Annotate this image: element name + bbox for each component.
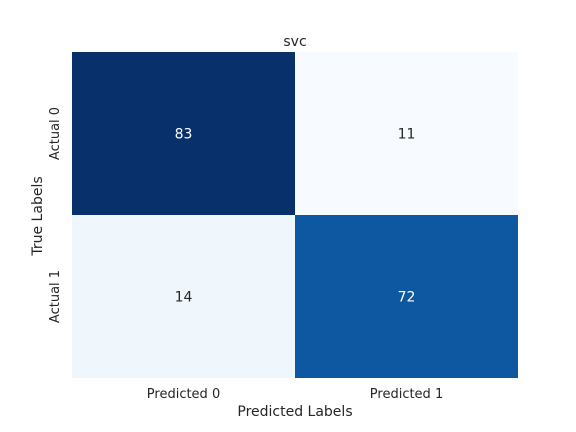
y-axis-label: True Labels — [30, 176, 46, 256]
heatmap-cell-r1-c0 — [72, 215, 295, 378]
y-tick-label-1: Actual 1 — [48, 270, 63, 323]
cell-value-r1-c0: 14 — [175, 290, 193, 306]
x-tick-label-1: Predicted 1 — [370, 387, 443, 402]
cell-value-r1-c1: 72 — [398, 290, 416, 306]
x-axis-label: Predicted Labels — [237, 404, 352, 420]
x-tick-label-0: Predicted 0 — [147, 387, 220, 402]
heatmap-cell-r1-c1 — [295, 215, 518, 378]
heatmap-cell-r0-c1 — [295, 52, 518, 215]
chart-title: svc — [283, 34, 306, 50]
cell-value-r0-c1: 11 — [398, 127, 416, 143]
tick-labels: Predicted 0 Predicted 1 Actual 0 Actual 1 — [48, 107, 443, 402]
heatmap-cell-r0-c0 — [72, 52, 295, 215]
cell-value-r0-c0: 83 — [175, 127, 193, 143]
y-tick-label-0: Actual 0 — [48, 107, 63, 160]
heatmap-cells: 83 11 14 72 — [72, 52, 518, 378]
